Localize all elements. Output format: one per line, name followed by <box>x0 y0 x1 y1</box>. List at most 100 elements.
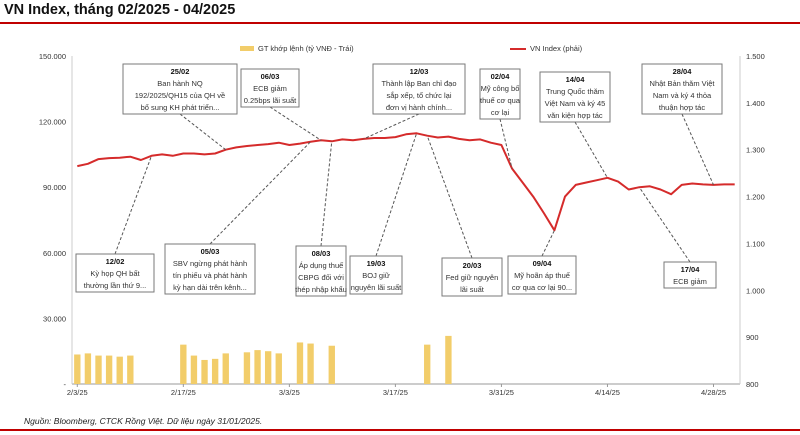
legend-line-label: VN Index (phải) <box>530 44 583 53</box>
annotation-text: Nhật Bản thăm Việt <box>650 79 716 88</box>
annotation-text: Mỹ công bố <box>481 84 521 93</box>
annotation-text: SBV ngừng phát hành <box>173 259 247 268</box>
volume-bar <box>211 358 219 384</box>
volume-bar <box>296 342 304 384</box>
annotation-text: BOJ giữ <box>362 271 390 280</box>
vnindex-line <box>77 132 735 232</box>
annotation-box <box>295 245 347 297</box>
annotation-text: cơ qua cơ lại 90... <box>512 283 572 292</box>
y-right-tick-label: 1.400 <box>746 99 765 108</box>
x-tick-label: 4/14/25 <box>595 388 620 397</box>
annotation-leader <box>269 106 322 141</box>
y-right-tick-label: 1.000 <box>746 286 765 295</box>
x-tick-label: 2/3/25 <box>67 388 88 397</box>
annotation-box <box>75 253 155 293</box>
volume-bar <box>180 344 187 384</box>
volume-bar <box>328 345 335 384</box>
annotation-text: sắp xếp, tổ chức lại <box>386 91 451 100</box>
annotation-date: 08/03 <box>312 249 331 258</box>
legend-bar-swatch <box>240 46 254 51</box>
annotation-leader <box>638 186 691 263</box>
source-note: Nguồn: Bloomberg, CTCK Rồng Việt. Dữ liệ… <box>24 416 263 426</box>
y-left-tick-label: 60.000 <box>43 249 66 258</box>
bottom-rule <box>0 429 800 431</box>
x-tick-label: 3/17/25 <box>383 388 408 397</box>
annotation-text: Kỳ họp QH bất <box>90 269 140 278</box>
annotation-leader <box>574 121 608 179</box>
annotation-date: 17/04 <box>681 265 701 274</box>
annotation-text: tín phiếu và phát hành <box>173 271 247 280</box>
annotation-text: Nam và ký 4 thỏa <box>653 91 712 100</box>
volume-bar <box>254 350 261 384</box>
y-right-tick-label: 1.300 <box>746 146 765 155</box>
y-left-tick-label: 120.000 <box>39 118 66 127</box>
annotation-leader <box>375 133 418 257</box>
y-right-tick-label: 1.500 <box>746 52 765 61</box>
annotation-text: Mỹ hoãn áp thuế <box>514 271 571 280</box>
annotation-box <box>479 68 521 120</box>
annotation-text: thép nhập khẩu <box>295 285 347 294</box>
volume-bar <box>74 354 81 384</box>
annotation-box <box>539 71 611 123</box>
y-right-tick-label: 800 <box>746 380 759 389</box>
annotation-leader <box>209 141 311 245</box>
y-left-tick-label: 90.000 <box>43 183 66 192</box>
annotation-text: thuận hợp tác <box>659 103 705 112</box>
legend-bar-label: GT khớp lệnh (tỷ VNĐ - Trái) <box>258 44 354 53</box>
volume-bar <box>95 355 102 384</box>
volume-bar <box>424 344 431 384</box>
chart: - 30.000 60.000 90.000 120.000 150.000 800 900 1… <box>39 44 765 397</box>
annotation-leader <box>426 135 473 259</box>
volume-bar <box>116 356 123 384</box>
annotation-box <box>164 243 256 295</box>
x-tick-label: 3/3/25 <box>279 388 300 397</box>
annotation-leader <box>320 141 333 247</box>
volume-bar <box>190 355 198 384</box>
annotation-date: 12/02 <box>106 257 125 266</box>
annotation-date: 20/03 <box>463 261 482 270</box>
y-left-tick-label: - <box>64 380 67 389</box>
volume-bar <box>243 352 251 384</box>
y-right-tick-label: 1.200 <box>746 193 765 202</box>
annotation-date: 02/04 <box>491 72 511 81</box>
annotation-date: 05/03 <box>201 247 220 256</box>
annotation-text: CBPG đối với <box>298 273 344 282</box>
annotation-leader <box>114 155 152 255</box>
x-tick-label: 3/31/25 <box>489 388 514 397</box>
x-tick-label: 4/28/25 <box>701 388 726 397</box>
annotation-text: nguyên lãi suất <box>351 283 402 292</box>
annotation-box <box>349 255 403 295</box>
annotation-text: 192/2025/QH15 của QH về <box>135 91 225 100</box>
annotation-text: Fed giữ nguyên <box>446 273 499 282</box>
volume-bar <box>264 351 272 384</box>
volume-bar <box>222 353 229 384</box>
volume-bar <box>105 355 113 384</box>
x-tick-label: 2/17/25 <box>171 388 196 397</box>
annotation-date: 12/03 <box>410 67 429 76</box>
annotation-box <box>507 255 577 295</box>
annotation-text: ECB giảm <box>253 84 287 93</box>
annotation-date: 28/04 <box>673 67 693 76</box>
annotation-box <box>240 68 300 108</box>
annotation-leader <box>681 113 714 186</box>
annotation-box <box>372 63 466 115</box>
annotation-text: 0.25bps lãi suất <box>244 96 297 105</box>
annotation-date: 09/04 <box>533 259 553 268</box>
volume-bar <box>127 355 134 384</box>
annotation-date: 19/03 <box>367 259 386 268</box>
annotation-text: lãi suất <box>460 285 485 294</box>
page-title: VN Index, tháng 02/2025 - 04/2025 <box>4 2 236 18</box>
annotation-leader <box>363 113 420 140</box>
annotation-text: Trung Quốc thăm <box>546 87 604 96</box>
annotation-text: thường lần thứ 9... <box>84 281 147 290</box>
annotation-text: Áp dụng thuế <box>299 261 344 270</box>
volume-bar <box>275 353 282 384</box>
annotation-text: ECB giảm <box>673 277 707 286</box>
volume-bar <box>201 359 208 384</box>
annotation-leader <box>541 230 555 257</box>
annotation-leader <box>179 113 227 151</box>
annotation-box <box>122 63 238 115</box>
title-rule <box>0 22 800 24</box>
annotation-text: kỳ hạn dài trên kênh... <box>173 283 247 292</box>
annotation-text: Thành lập Ban chỉ đạo <box>381 79 456 88</box>
